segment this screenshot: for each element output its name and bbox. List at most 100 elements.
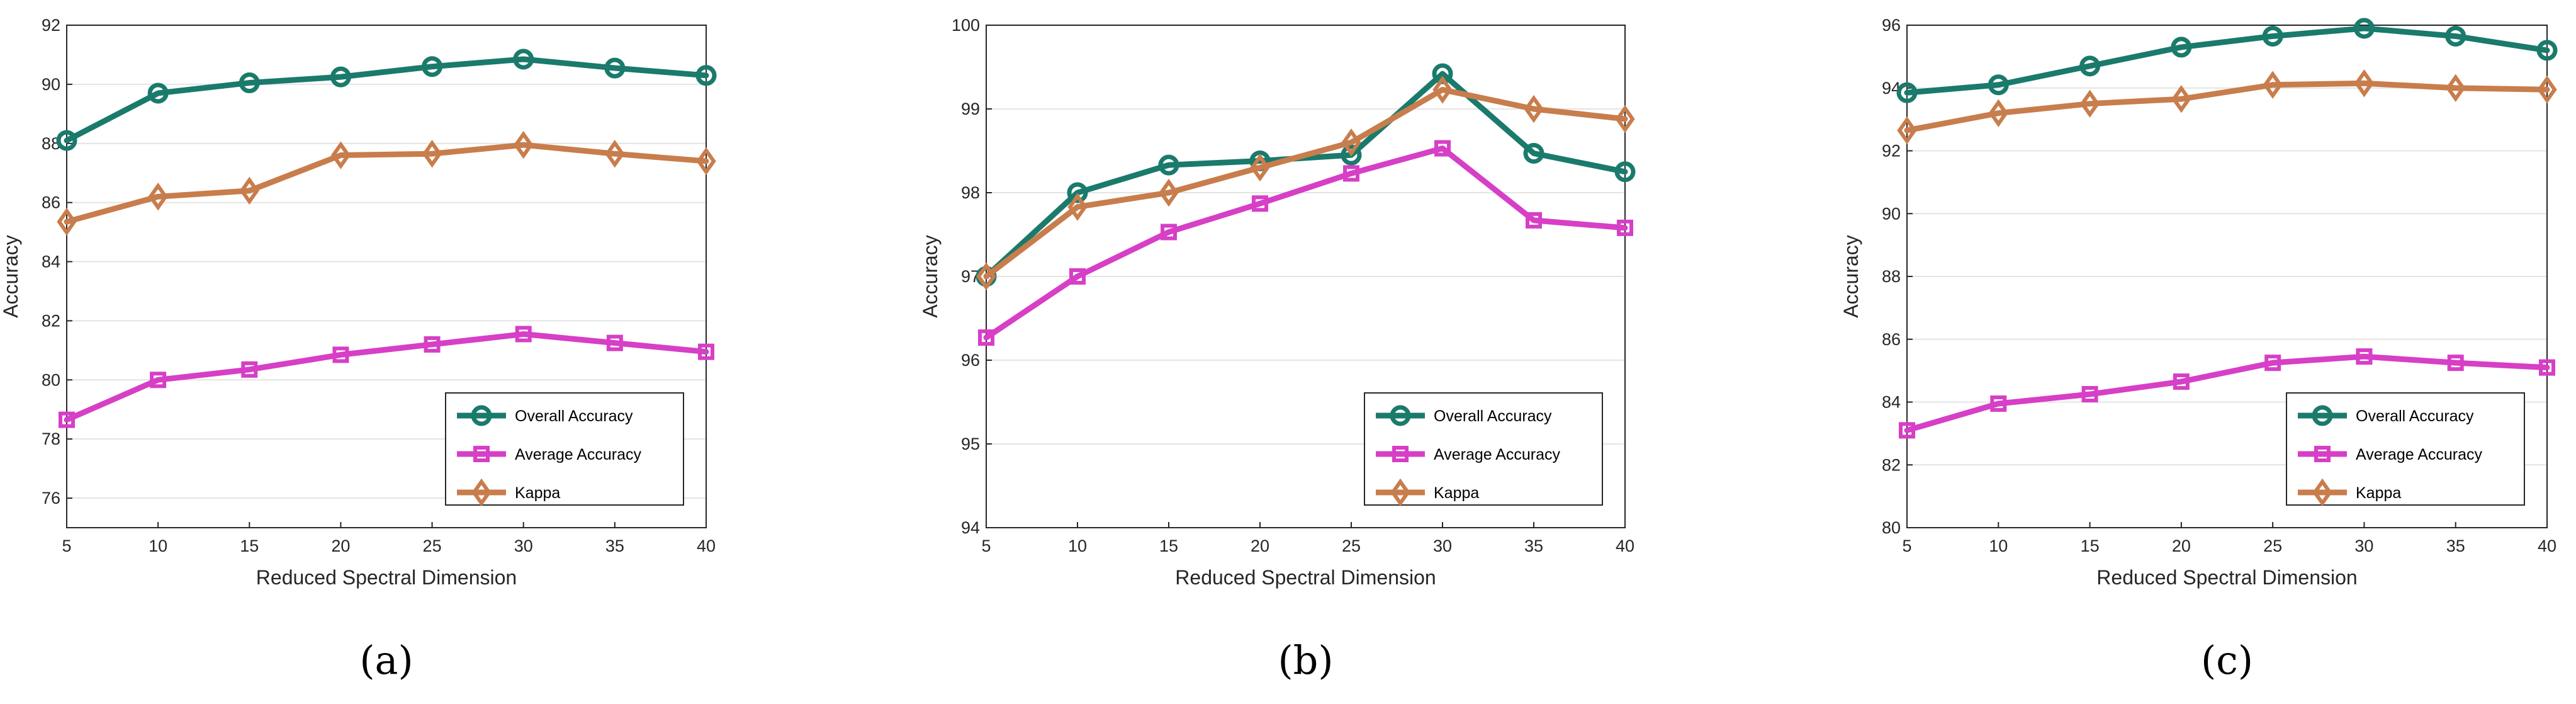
y-tick-label: 82 <box>42 311 60 330</box>
y-tick-label: 100 <box>952 16 980 35</box>
data-point-overall-accuracy <box>2353 18 2375 39</box>
y-tick-label: 96 <box>961 351 980 370</box>
data-point-overall-accuracy <box>513 48 534 70</box>
legend-marker-overall-accuracy <box>471 405 492 426</box>
data-point-kappa <box>2354 69 2375 98</box>
legend-label-overall-accuracy: Overall Accuracy <box>515 407 633 425</box>
data-point-kappa <box>148 183 168 211</box>
series-line-average-accuracy <box>983 145 1628 341</box>
y-tick-label: 84 <box>1882 393 1901 412</box>
data-point-average-accuracy <box>978 329 994 346</box>
data-point-kappa <box>2537 76 2557 104</box>
data-point-kappa <box>1250 153 1270 182</box>
y-tick-label: 90 <box>1882 204 1901 223</box>
data-point-average-accuracy <box>2264 355 2281 372</box>
x-tick-label: 5 <box>62 537 71 555</box>
data-point-kappa <box>1159 178 1179 207</box>
data-point-average-accuracy <box>1617 219 1633 236</box>
x-tick-label: 15 <box>2081 537 2100 555</box>
data-point-overall-accuracy <box>695 65 717 86</box>
data-point-average-accuracy <box>241 361 258 378</box>
data-point-kappa <box>976 262 996 291</box>
series-line-average-accuracy <box>64 331 709 423</box>
y-tick-label: 96 <box>1882 16 1901 35</box>
data-point-kappa <box>1341 128 1361 157</box>
data-point-overall-accuracy <box>2262 25 2283 47</box>
x-tick-label: 10 <box>149 537 167 555</box>
legend-label-kappa: Kappa <box>2356 484 2401 502</box>
x-axis-label: Reduced Spectral Dimension <box>1175 566 1436 589</box>
legend-label-kappa: Kappa <box>515 484 560 502</box>
x-tick-label: 20 <box>331 537 350 555</box>
y-tick-label: 95 <box>961 434 980 453</box>
panel-label: (c) <box>2201 637 2253 683</box>
data-point-overall-accuracy <box>1523 142 1544 164</box>
data-point-average-accuracy <box>1161 224 1177 241</box>
y-tick-label: 92 <box>1882 142 1901 161</box>
data-point-average-accuracy <box>2081 386 2098 403</box>
legend-label-overall-accuracy: Overall Accuracy <box>2356 407 2474 425</box>
series-line-average-accuracy <box>1904 353 2550 433</box>
legend-label-kappa: Kappa <box>1434 484 1479 502</box>
series-line-kappa <box>64 142 709 225</box>
data-point-average-accuracy <box>515 326 532 343</box>
x-tick-label: 35 <box>1524 537 1543 555</box>
data-point-average-accuracy <box>1526 212 1542 229</box>
legend-marker-overall-accuracy <box>2312 405 2333 426</box>
data-point-average-accuracy <box>1434 140 1451 157</box>
data-point-overall-accuracy <box>2171 37 2192 58</box>
y-tick-label: 99 <box>961 99 980 118</box>
data-point-average-accuracy <box>59 411 75 428</box>
x-tick-label: 30 <box>514 537 533 555</box>
data-point-kappa <box>2079 89 2100 118</box>
y-tick-label: 80 <box>42 370 60 389</box>
data-point-overall-accuracy <box>1614 161 1636 183</box>
data-point-kappa <box>1988 99 2008 127</box>
x-tick-label: 30 <box>1433 537 1452 555</box>
x-axis-label: Reduced Spectral Dimension <box>256 566 517 589</box>
y-tick-label: 92 <box>42 16 60 35</box>
y-tick-label: 80 <box>1882 518 1901 537</box>
y-axis-label: Accuracy <box>0 235 22 318</box>
data-point-overall-accuracy <box>1158 154 1179 176</box>
legend-marker-kappa <box>471 478 492 507</box>
x-tick-label: 10 <box>1989 537 2008 555</box>
y-tick-label: 82 <box>1882 455 1901 474</box>
data-point-average-accuracy <box>2173 373 2190 390</box>
y-axis-label: Accuracy <box>919 235 942 318</box>
y-axis-label: Accuracy <box>1840 235 1862 318</box>
data-point-overall-accuracy <box>2079 55 2101 77</box>
legend-label-average-accuracy: Average Accuracy <box>2356 446 2483 463</box>
data-point-overall-accuracy <box>1067 182 1088 203</box>
y-tick-label: 90 <box>42 75 60 94</box>
data-point-average-accuracy <box>332 346 349 363</box>
x-tick-label: 15 <box>1159 537 1178 555</box>
x-tick-label: 25 <box>423 537 442 555</box>
data-point-overall-accuracy <box>604 57 626 79</box>
data-point-overall-accuracy <box>2445 25 2466 47</box>
y-tick-label: 98 <box>961 183 980 202</box>
data-point-average-accuracy <box>150 372 167 389</box>
data-point-kappa <box>57 207 77 236</box>
data-point-kappa <box>2171 85 2191 113</box>
y-tick-label: 86 <box>42 193 60 212</box>
data-point-overall-accuracy <box>2536 40 2558 61</box>
series-line-overall-accuracy <box>1904 25 2550 96</box>
x-tick-label: 15 <box>240 537 259 555</box>
legend: Overall Accuracy Average Accuracy Kappa <box>1364 392 1603 507</box>
data-point-kappa <box>422 139 442 168</box>
data-point-kappa <box>514 130 534 159</box>
data-point-overall-accuracy <box>239 72 260 94</box>
data-point-average-accuracy <box>1252 195 1268 212</box>
x-tick-label: 40 <box>1616 537 1634 555</box>
legend-marker-kappa <box>1390 478 1410 507</box>
x-tick-label: 40 <box>2538 537 2556 555</box>
x-tick-label: 5 <box>981 537 991 555</box>
data-point-kappa <box>239 176 259 205</box>
x-axis-label: Reduced Spectral Dimension <box>2096 566 2357 589</box>
legend: Overall Accuracy Average Accuracy Kappa <box>445 392 684 507</box>
panel-label: (b) <box>1278 637 1333 683</box>
data-point-overall-accuracy <box>1341 144 1362 166</box>
